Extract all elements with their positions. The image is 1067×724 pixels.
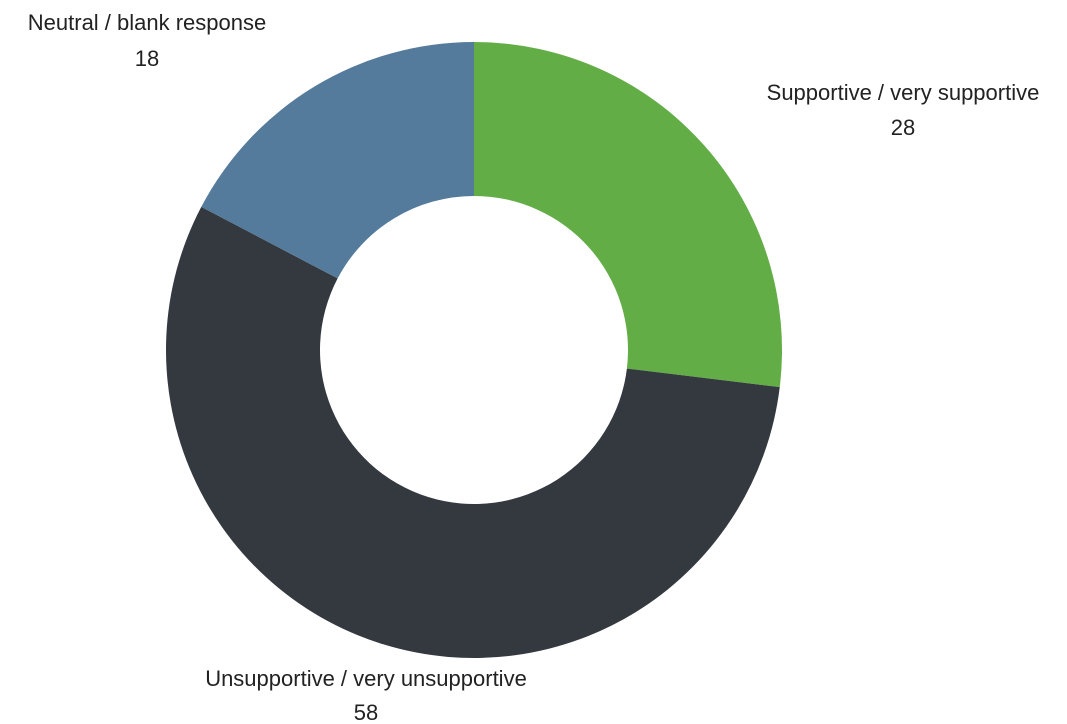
slice-value-neutral: 18	[135, 46, 159, 71]
slice-neutral	[201, 42, 474, 279]
slice-label-neutral: Neutral / blank response	[28, 10, 266, 35]
slice-value-unsupportive: 58	[354, 700, 378, 724]
slice-value-supportive: 28	[891, 115, 915, 140]
slices-group	[165, 42, 783, 659]
slice-supportive	[474, 42, 783, 388]
labels-group: Supportive / very supportive 28 Unsuppor…	[28, 10, 1040, 724]
slice-label-supportive: Supportive / very supportive	[767, 80, 1040, 105]
slice-label-unsupportive: Unsupportive / very unsupportive	[205, 666, 527, 691]
slice-unsupportive	[165, 206, 780, 659]
